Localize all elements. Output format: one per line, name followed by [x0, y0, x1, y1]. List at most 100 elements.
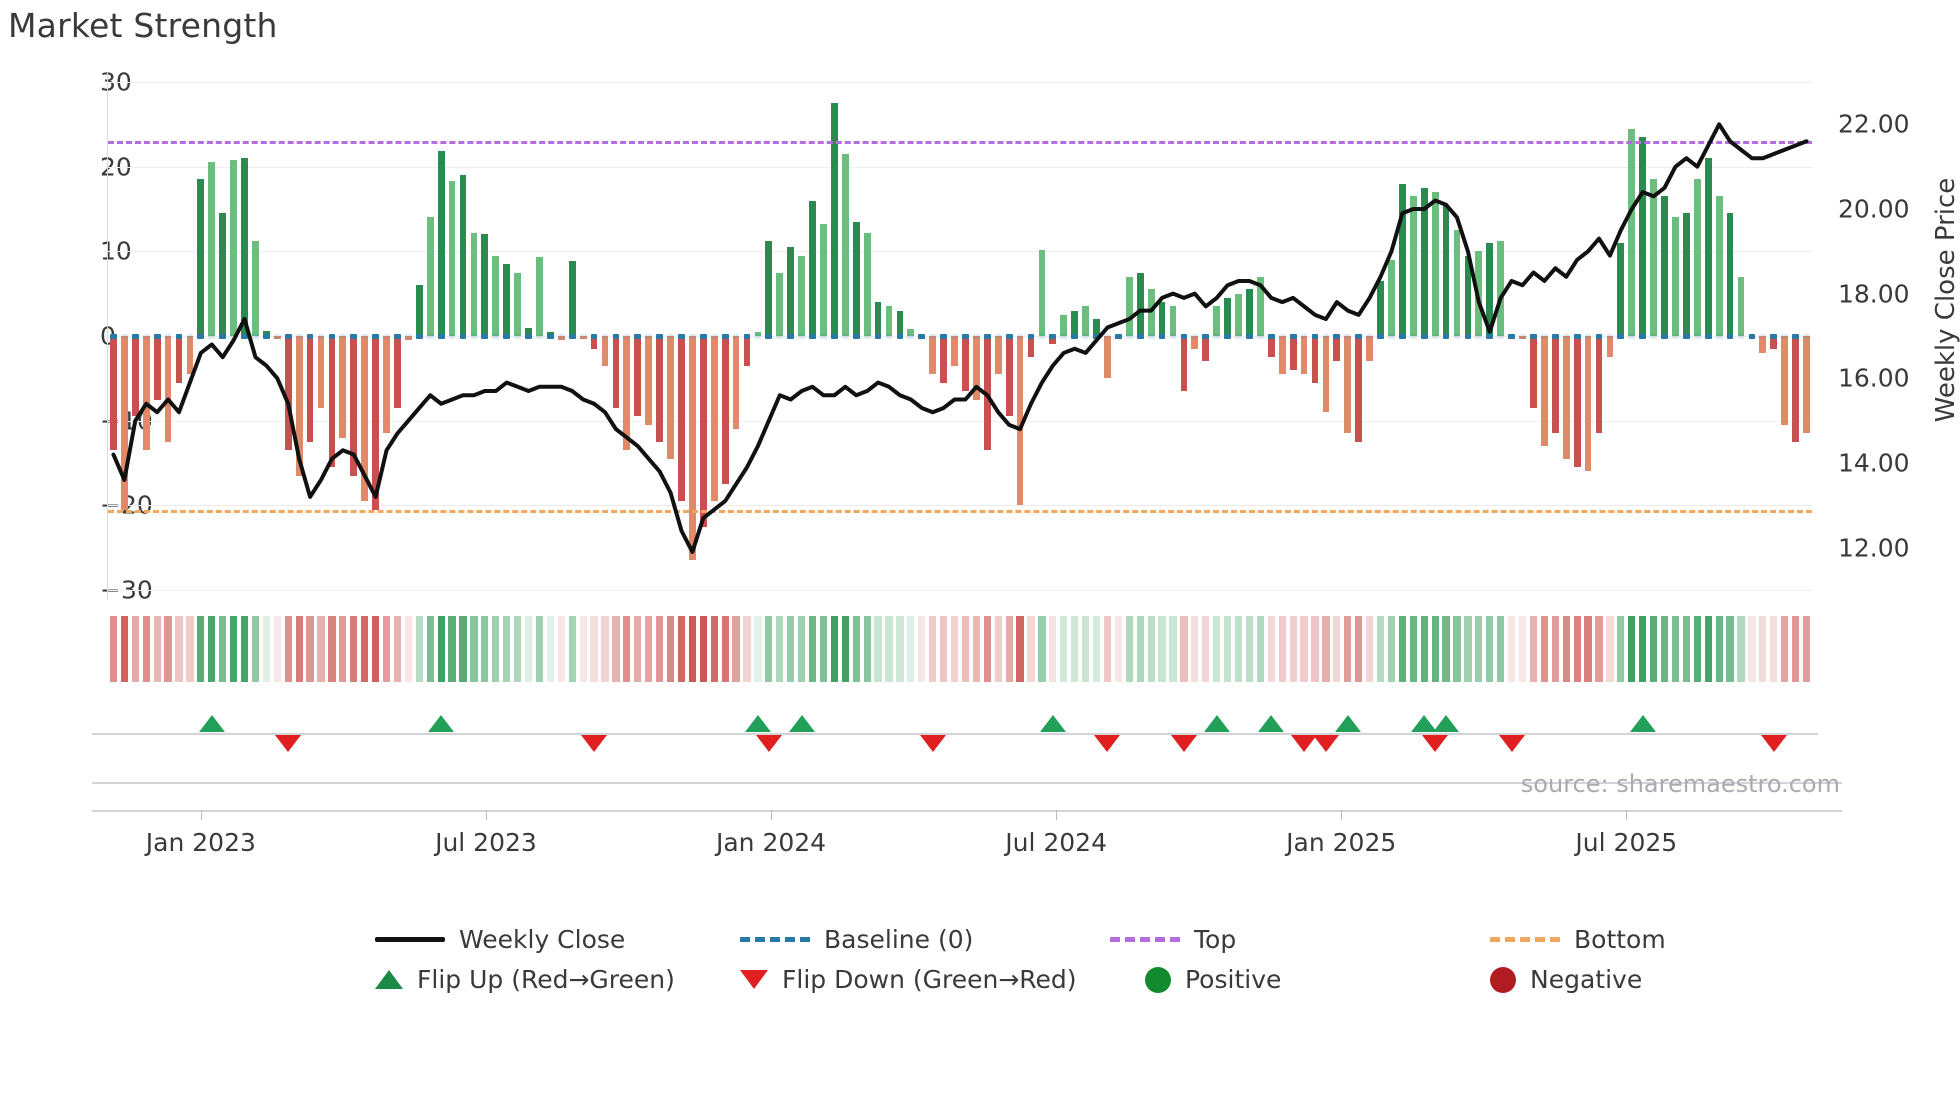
legend-label: Positive: [1185, 965, 1282, 994]
gridline: [108, 82, 1812, 83]
legend-item[interactable]: Flip Down (Green→Red): [740, 965, 1077, 994]
bar: [568, 261, 576, 336]
bar: [186, 336, 194, 375]
bar: [350, 336, 358, 476]
heatmap-cell: [907, 616, 915, 682]
source-credit: source: sharemaestro.com: [1520, 770, 1840, 798]
bar: [372, 336, 379, 510]
heatmap-cell: [1726, 616, 1734, 682]
bar: [809, 200, 816, 336]
baseline-segment: [525, 333, 532, 339]
bar: [273, 336, 281, 340]
legend-item[interactable]: Baseline (0): [740, 925, 973, 954]
heatmap-cell: [1366, 616, 1374, 682]
flip-up-marker: [1433, 715, 1460, 732]
legend-item[interactable]: Negative: [1490, 965, 1642, 994]
heatmap-cell: [230, 616, 238, 682]
bar: [678, 336, 685, 502]
gridline: [108, 336, 1812, 337]
baseline-segment: [1049, 333, 1057, 339]
bar: [197, 179, 205, 336]
baseline-segment: [1093, 333, 1100, 339]
bar: [699, 336, 707, 527]
heatmap-cell: [787, 616, 795, 682]
heatmap-cell: [448, 616, 456, 682]
bar: [1682, 213, 1690, 336]
legend-item[interactable]: Bottom: [1490, 925, 1666, 954]
baseline-segment: [262, 333, 270, 339]
baseline-segment: [1344, 333, 1352, 339]
heatmap-cell: [1792, 616, 1800, 682]
bar: [1672, 217, 1679, 336]
baseline-segment: [470, 333, 478, 339]
bar: [1169, 306, 1177, 336]
baseline-segment: [1322, 333, 1330, 339]
bar: [929, 336, 937, 375]
bar: [415, 285, 423, 336]
heatmap-cell: [1409, 616, 1417, 682]
heatmap-cell: [295, 616, 303, 682]
x-axis: Jan 2023 Jul 2023 Jan 2024 Jul 2024 Jan 2025…: [92, 810, 1818, 870]
heatmap-cell: [437, 616, 445, 682]
bar: [426, 217, 434, 336]
bar: [743, 336, 751, 366]
bar: [1355, 336, 1363, 442]
heatmap-cell: [514, 616, 522, 682]
x-tick-label: Jan 2025: [1286, 828, 1397, 857]
baseline-segment: [1136, 333, 1144, 339]
bar: [787, 247, 795, 336]
flip-up-marker: [744, 715, 771, 732]
heatmap-cell: [1125, 616, 1133, 682]
bar: [1213, 306, 1221, 336]
flip-down-marker: [1291, 735, 1318, 752]
baseline-segment: [1759, 333, 1767, 339]
bar: [820, 224, 827, 336]
heatmap-cell: [317, 616, 325, 682]
dot-swatch-icon: [1145, 966, 1171, 993]
heatmap-cell: [710, 616, 718, 682]
weekly-close-line: [111, 122, 1809, 554]
legend-item[interactable]: Weekly Close: [375, 925, 625, 954]
bar: [667, 336, 674, 459]
bar: [252, 241, 259, 336]
heatmap-cell: [1234, 616, 1243, 682]
baseline-segment: [208, 333, 216, 339]
baseline-segment: [503, 333, 511, 339]
heatmap-cell: [1027, 616, 1035, 682]
heatmap-cell: [830, 616, 838, 682]
baseline-segment: [1562, 333, 1570, 339]
flip-up-marker: [1203, 715, 1230, 732]
bar: [1377, 280, 1384, 336]
bar: [131, 336, 139, 417]
bar: [1125, 276, 1133, 336]
baseline-segment: [874, 333, 882, 339]
bar: [1759, 336, 1767, 353]
heatmap-cell: [240, 616, 249, 682]
bar: [142, 336, 150, 451]
bar: [1781, 336, 1789, 425]
heatmap-cell: [426, 616, 434, 682]
baseline-segment: [1606, 333, 1614, 339]
baseline-segment: [1278, 333, 1286, 339]
baseline-segment: [1191, 333, 1199, 339]
bar: [830, 103, 838, 336]
heatmap-cell: [568, 616, 576, 682]
heatmap-cell: [535, 616, 544, 682]
legend-item[interactable]: Positive: [1145, 965, 1281, 994]
legend-label: Negative: [1530, 965, 1643, 994]
baseline-segment: [1202, 333, 1210, 339]
bar: [1224, 297, 1231, 336]
baseline-segment: [612, 333, 620, 339]
heatmap-cell: [546, 616, 554, 682]
legend-item[interactable]: Top: [1110, 925, 1236, 954]
dashed-line-swatch-icon: [740, 937, 810, 942]
x-tick-mark: [485, 810, 487, 820]
baseline-segment: [1803, 333, 1810, 339]
gridline: [108, 420, 1812, 422]
baseline-segment: [1235, 333, 1242, 339]
bar: [1344, 336, 1352, 434]
bar: [590, 336, 598, 349]
legend-item[interactable]: Flip Up (Red→Green): [375, 965, 675, 994]
heatmap-cell: [1781, 616, 1789, 682]
bar: [634, 336, 642, 417]
